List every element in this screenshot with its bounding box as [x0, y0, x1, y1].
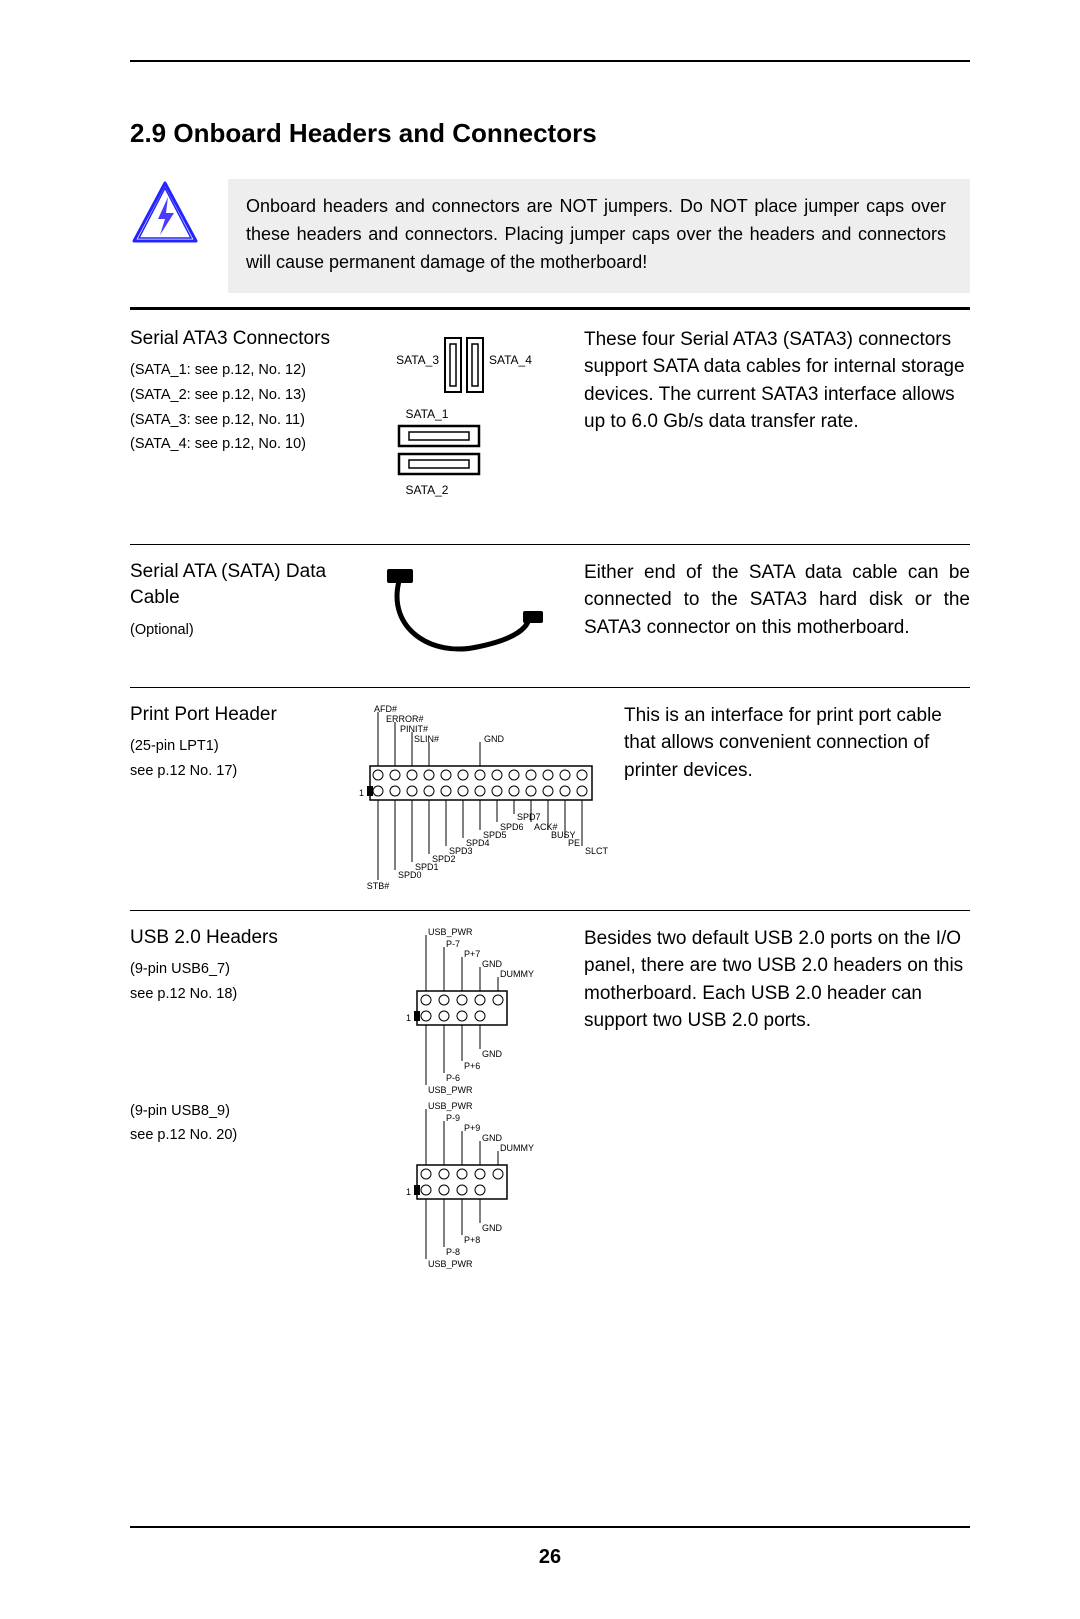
- page-footer: 26: [130, 1526, 970, 1569]
- entry-usb67: USB 2.0 Headers (9-pin USB6_7) see p.12 …: [130, 925, 970, 1095]
- entry-name: USB 2.0 Headers: [130, 925, 340, 952]
- entry-desc: These four Serial ATA3 (SATA3) connector…: [584, 326, 970, 436]
- entry-sata-cable: Serial ATA (SATA) Data Cable (Optional) …: [130, 559, 970, 669]
- svg-text:SPD7: SPD7: [517, 812, 541, 822]
- sata-cable-diagram: [352, 559, 572, 669]
- divider-thin: [130, 910, 970, 911]
- entry-lpt: Print Port Header (25-pin LPT1) see p.12…: [130, 702, 970, 892]
- entry-name: Serial ATA3 Connectors: [130, 326, 340, 353]
- entry-name: Serial ATA (SATA) Data Cable: [130, 559, 340, 612]
- svg-text:SLIN#: SLIN#: [414, 734, 439, 744]
- svg-text:GND: GND: [482, 959, 503, 969]
- entry-sub: (SATA_3: see p.12, No. 11): [130, 408, 340, 433]
- entry-desc: Either end of the SATA data cable can be…: [584, 559, 970, 642]
- entry-sub: see p.12 No. 18): [130, 982, 340, 1007]
- entry-sub: (SATA_4: see p.12, No. 10): [130, 432, 340, 457]
- svg-text:SATA_3: SATA_3: [396, 353, 439, 367]
- svg-text:1: 1: [406, 1013, 411, 1023]
- svg-text:P-8: P-8: [446, 1247, 460, 1257]
- entry-sub: (9-pin USB8_9): [130, 1099, 340, 1124]
- svg-text:USB_PWR: USB_PWR: [428, 927, 473, 937]
- sata-connector-diagram: SATA_3 SATA_4 SATA_1 SATA_2: [352, 326, 572, 526]
- svg-text:1: 1: [359, 788, 364, 798]
- svg-text:USB_PWR: USB_PWR: [428, 1085, 473, 1095]
- svg-text:SATA_4: SATA_4: [489, 353, 532, 367]
- warning-row: Onboard headers and connectors are NOT j…: [130, 179, 970, 293]
- svg-text:P-6: P-6: [446, 1073, 460, 1083]
- entry-sub: (25-pin LPT1): [130, 734, 340, 759]
- warning-bolt-icon: [130, 179, 200, 254]
- svg-text:GND: GND: [482, 1223, 503, 1233]
- svg-text:ERROR#: ERROR#: [386, 714, 424, 724]
- page-top-rule: [130, 60, 970, 62]
- svg-text:SPD6: SPD6: [500, 822, 524, 832]
- svg-text:GND: GND: [482, 1049, 503, 1059]
- entry-desc: This is an interface for print port cabl…: [624, 702, 970, 785]
- svg-text:USB_PWR: USB_PWR: [428, 1101, 473, 1111]
- svg-text:PINIT#: PINIT#: [400, 724, 428, 734]
- entry-sub: (SATA_1: see p.12, No. 12): [130, 358, 340, 383]
- entry-sub: see p.12 No. 20): [130, 1123, 340, 1148]
- svg-text:GND: GND: [484, 734, 505, 744]
- svg-text:DUMMY: DUMMY: [500, 1143, 534, 1153]
- svg-text:PE: PE: [568, 838, 580, 848]
- divider-thin: [130, 687, 970, 688]
- entry-sub: (Optional): [130, 618, 340, 643]
- section-title: 2.9 Onboard Headers and Connectors: [130, 118, 970, 149]
- usb-header-diagram: 1 USB_PWR P-7 P+7 GND DUMMY USB_PWR P-6 …: [352, 925, 572, 1095]
- svg-text:P+6: P+6: [464, 1061, 480, 1071]
- svg-text:AFD#: AFD#: [374, 704, 397, 714]
- lpt-header-diagram: 1 AFD# ERROR# PINIT# SLIN# GND: [352, 702, 612, 892]
- svg-text:DUMMY: DUMMY: [500, 969, 534, 979]
- svg-text:P-7: P-7: [446, 939, 460, 949]
- entry-sub: see p.12 No. 17): [130, 759, 340, 784]
- svg-text:SATA_1: SATA_1: [406, 407, 449, 421]
- usb-header-diagram: 1 USB_PWR P-9 P+9 GND DUMMY USB_PWR P-8 …: [352, 1099, 572, 1269]
- entry-sata3: Serial ATA3 Connectors (SATA_1: see p.12…: [130, 326, 970, 526]
- divider-thin: [130, 544, 970, 545]
- svg-text:GND: GND: [482, 1133, 503, 1143]
- entry-desc: Besides two default USB 2.0 ports on the…: [584, 925, 970, 1035]
- svg-text:SLCT: SLCT: [585, 846, 609, 856]
- entry-usb89: (9-pin USB8_9) see p.12 No. 20) 1 U: [130, 1099, 970, 1269]
- svg-text:1: 1: [406, 1187, 411, 1197]
- svg-text:P+8: P+8: [464, 1235, 480, 1245]
- svg-text:P+9: P+9: [464, 1123, 480, 1133]
- svg-text:USB_PWR: USB_PWR: [428, 1259, 473, 1269]
- divider-thick: [130, 307, 970, 310]
- svg-text:P-9: P-9: [446, 1113, 460, 1123]
- entry-name: Print Port Header: [130, 702, 340, 729]
- warning-text: Onboard headers and connectors are NOT j…: [228, 179, 970, 293]
- entry-sub: (SATA_2: see p.12, No. 13): [130, 383, 340, 408]
- svg-text:P+7: P+7: [464, 949, 480, 959]
- svg-text:SATA_2: SATA_2: [406, 483, 449, 497]
- page-number: 26: [539, 1546, 561, 1568]
- entry-sub: (9-pin USB6_7): [130, 957, 340, 982]
- svg-text:STB#: STB#: [367, 881, 390, 891]
